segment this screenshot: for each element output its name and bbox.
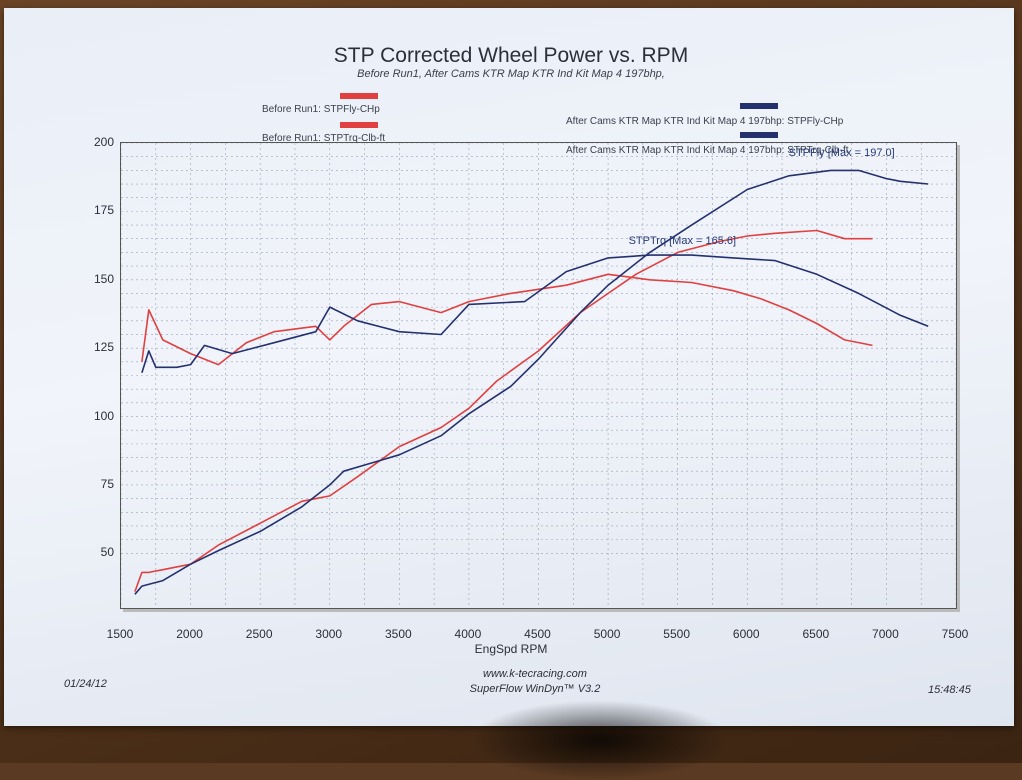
annotation-trq-max: STPTrq [Max = 165.6] — [628, 234, 737, 247]
plot-area — [120, 142, 957, 609]
x-tick-label: 5500 — [663, 627, 690, 641]
legend-swatch-before-trq — [340, 122, 378, 128]
x-axis-label: EngSpd RPM — [474, 642, 548, 656]
y-tick-label: 200 — [93, 135, 114, 149]
legend-before-fly: Before Run1: STPFly-CHp — [262, 104, 380, 115]
x-tick-label: 2500 — [245, 627, 273, 641]
annotation-fly-max: STPFly [Max = 197.0] — [788, 147, 895, 160]
x-tick-label: 3500 — [384, 627, 412, 641]
x-tick-label: 7500 — [941, 627, 969, 641]
legend-swatch-after-trq — [740, 132, 778, 138]
chart-subtitle: Before Run1, After Cams KTR Map KTR Ind … — [357, 68, 665, 80]
y-tick-label: 100 — [93, 408, 114, 423]
x-tick-label: 5000 — [593, 627, 621, 641]
footer-time: 15:48:45 — [928, 684, 971, 696]
plot-svg — [121, 143, 956, 608]
x-tick-label: 4500 — [524, 627, 551, 641]
y-tick-label: 125 — [93, 340, 114, 355]
legend-after-trq: After Cams KTR Map KTR Ind Kit Map 4 197… — [566, 145, 849, 156]
photo-shadow — [470, 700, 730, 780]
x-tick-label: 3000 — [315, 627, 343, 641]
x-tick-label: 6500 — [802, 627, 830, 641]
series-line-3 — [141, 254, 929, 374]
series-line-2 — [134, 169, 929, 595]
x-tick-label: 6000 — [732, 627, 760, 641]
footer-date: 01/24/12 — [64, 678, 107, 690]
chart-title: STP Corrected Wheel Power vs. RPM — [333, 44, 689, 67]
series-line-1 — [141, 273, 873, 366]
legend-swatch-after-fly — [740, 103, 778, 109]
y-tick-label: 175 — [93, 203, 114, 218]
x-tick-label: 7000 — [872, 627, 899, 641]
footer-software: SuperFlow WinDyn™ V3.2 — [469, 683, 601, 695]
y-tick-label: 150 — [93, 271, 114, 286]
x-tick-label: 2000 — [176, 627, 203, 641]
x-tick-label: 4000 — [454, 627, 482, 641]
legend-after-fly: After Cams KTR Map KTR Ind Kit Map 4 197… — [566, 116, 844, 127]
x-tick-label: 1500 — [106, 627, 134, 641]
y-tick-label: 50 — [100, 545, 114, 560]
y-tick-label: 75 — [100, 476, 114, 491]
footer-website: www.k-tecracing.com — [483, 668, 587, 680]
legend-before-trq: Before Run1: STPTrq-Clb-ft — [262, 133, 386, 144]
legend-swatch-before-fly — [340, 93, 378, 99]
